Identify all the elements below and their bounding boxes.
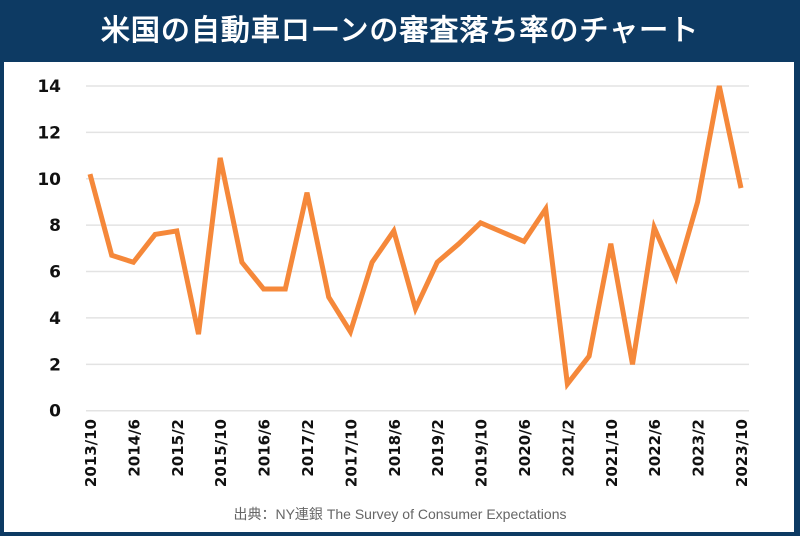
x-tick-label: 2020/6 <box>516 419 534 477</box>
y-tick-label: 12 <box>37 123 61 143</box>
x-tick-label: 2013/10 <box>82 419 100 487</box>
x-tick-label: 2023/2 <box>690 419 708 477</box>
data-points <box>89 85 742 385</box>
y-tick-label: 2 <box>49 355 61 375</box>
gridlines <box>86 85 749 412</box>
x-tick-label: 2015/10 <box>212 419 230 487</box>
x-tick-label: 2017/2 <box>299 419 317 477</box>
x-axis-ticks: 2013/10 2014/6 2015/2 2015/10 2016/6 2017/2 20… <box>82 419 751 487</box>
x-tick-label: 2014/6 <box>125 419 143 477</box>
y-tick-label: 6 <box>49 263 61 283</box>
chart-panel <box>4 62 794 532</box>
y-tick-label: 4 <box>49 309 61 329</box>
x-tick-label: 2018/6 <box>386 419 404 477</box>
x-tick-label: 2015/2 <box>169 419 187 477</box>
source-note: 出典：NY連銀 The Survey of Consumer Expectati… <box>233 506 567 522</box>
x-tick-label: 2016/6 <box>256 419 274 477</box>
chart-title: 米国の自動車ローンの審査落ち率のチャート <box>100 13 700 47</box>
y-tick-label: 0 <box>49 402 61 422</box>
y-tick-label: 14 <box>37 77 61 97</box>
y-tick-label: 8 <box>49 216 61 236</box>
x-tick-label: 2017/10 <box>342 419 360 487</box>
x-tick-label: 2021/2 <box>559 419 577 477</box>
x-tick-label: 2019/10 <box>473 419 491 487</box>
x-tick-label: 2022/6 <box>646 419 664 477</box>
x-tick-label: 2021/10 <box>603 419 621 487</box>
x-tick-label: 2019/2 <box>429 419 447 477</box>
y-axis-ticks: 0 2 4 6 8 10 12 14 <box>37 77 61 422</box>
y-tick-label: 10 <box>37 170 61 190</box>
x-tick-label: 2023/10 <box>733 419 751 487</box>
series-line <box>87 85 744 391</box>
